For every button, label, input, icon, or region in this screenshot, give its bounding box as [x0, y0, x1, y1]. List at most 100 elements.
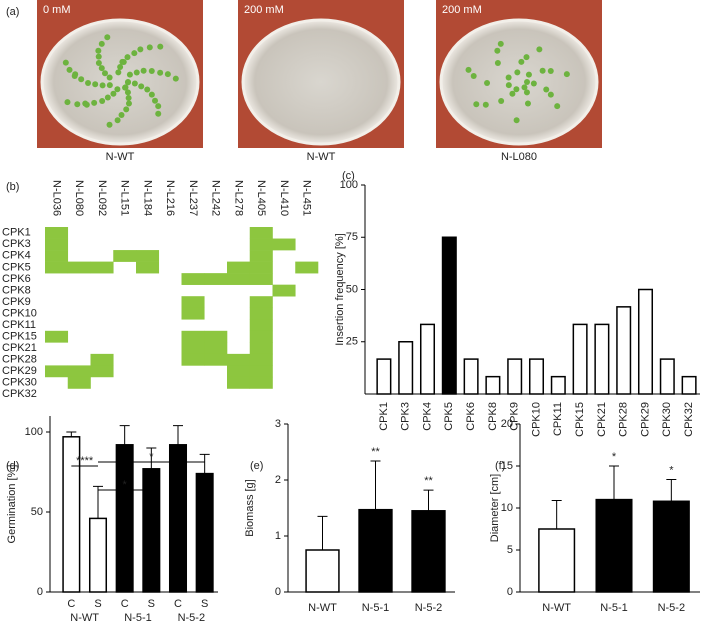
- cell: [159, 285, 182, 297]
- petri-dish: [241, 18, 401, 146]
- cell: [45, 354, 68, 366]
- group-label: N-5-2: [178, 612, 206, 624]
- seedling: [122, 84, 129, 91]
- error-bar: [370, 460, 381, 510]
- cell: [136, 354, 159, 366]
- error-bar: [609, 465, 619, 500]
- bar: [485, 375, 501, 395]
- cell: [136, 377, 159, 389]
- seedling: [523, 54, 530, 61]
- seedling: [92, 81, 99, 88]
- cell: [113, 388, 136, 400]
- x-tick-label: CPK11: [552, 402, 564, 436]
- cell: [159, 377, 182, 389]
- seedling: [114, 86, 121, 93]
- seedling: [547, 91, 554, 98]
- panel-label: (b): [6, 181, 19, 193]
- bar: [88, 517, 108, 593]
- cell: [227, 388, 250, 400]
- bracket-label: *: [149, 451, 154, 463]
- x-tick-label: CPK15: [574, 402, 586, 437]
- cell: [181, 273, 205, 285]
- cell: [113, 342, 136, 354]
- cell: [113, 296, 136, 308]
- cell: [136, 296, 159, 308]
- cell: [295, 308, 318, 320]
- seedling: [131, 80, 138, 87]
- cell: [182, 285, 205, 297]
- cell: [159, 319, 182, 331]
- cell: [295, 250, 318, 262]
- cell: [249, 307, 273, 320]
- cell: [249, 365, 273, 378]
- bar: [681, 375, 697, 395]
- seedling: [497, 40, 504, 47]
- x-tick-label: CPK3: [400, 402, 412, 431]
- x-tick-label: N-5-1: [600, 602, 628, 614]
- cell: [90, 261, 114, 274]
- seedling: [99, 82, 106, 89]
- y-tick-label: 0: [507, 586, 513, 598]
- bar: [305, 549, 340, 593]
- column-label: N-L242: [210, 180, 222, 216]
- cell: [67, 365, 91, 378]
- row-label: CPK1: [2, 227, 31, 239]
- cell: [204, 365, 227, 377]
- x-tick-label: C: [67, 598, 75, 610]
- x-tick-label: CPK29: [639, 402, 651, 437]
- x-tick-label: CPK32: [683, 402, 695, 437]
- bar: [572, 323, 588, 395]
- seedling: [124, 79, 131, 86]
- cell: [45, 227, 69, 239]
- cell: [204, 330, 228, 343]
- cell: [204, 319, 227, 331]
- cell: [249, 330, 273, 343]
- seedling: [536, 46, 543, 53]
- cell: [204, 353, 228, 366]
- seedling: [82, 100, 89, 107]
- bar: [358, 508, 393, 593]
- group-label: N-WT: [70, 612, 99, 624]
- photo-panel: 0 mM N-WT 200 mM N-WT 200 mM N-L080: [37, 0, 602, 163]
- cell: [204, 342, 228, 355]
- panel-label: (a): [6, 6, 19, 18]
- cell: [136, 331, 159, 343]
- cell: [45, 388, 68, 400]
- seedling: [518, 58, 525, 65]
- cell: [204, 273, 228, 285]
- seedling: [164, 71, 171, 78]
- column-label: N-L184: [141, 180, 153, 216]
- cell: [249, 261, 273, 274]
- cell: [159, 227, 182, 239]
- cell: [91, 273, 114, 285]
- cell: [113, 262, 136, 274]
- bar: [659, 358, 675, 395]
- cell: [68, 239, 91, 251]
- column-label: N-L092: [96, 180, 108, 216]
- cell: [273, 250, 296, 262]
- seedling: [138, 83, 145, 90]
- y-tick-label: 50: [346, 283, 358, 295]
- seedling: [72, 71, 79, 78]
- x-tick-label: CPK1: [378, 402, 390, 431]
- seedling: [131, 50, 138, 57]
- panel-label: (e): [250, 460, 263, 472]
- seedling: [106, 82, 113, 89]
- cell: [45, 296, 68, 308]
- seedling: [118, 111, 125, 118]
- cell: [181, 342, 205, 355]
- seedling: [525, 71, 532, 78]
- cell: [182, 250, 205, 262]
- column-label: N-L151: [119, 180, 131, 216]
- cell: [91, 319, 114, 331]
- column-label: N-L216: [164, 180, 176, 216]
- seedling: [124, 54, 131, 61]
- y-tick-label: 3: [275, 418, 281, 430]
- seedling: [514, 69, 521, 76]
- seedling: [95, 47, 102, 54]
- column-label: N-L278: [232, 180, 244, 216]
- cell: [113, 319, 136, 331]
- seedling: [106, 121, 113, 128]
- bar: [550, 375, 566, 395]
- seedling: [155, 110, 162, 117]
